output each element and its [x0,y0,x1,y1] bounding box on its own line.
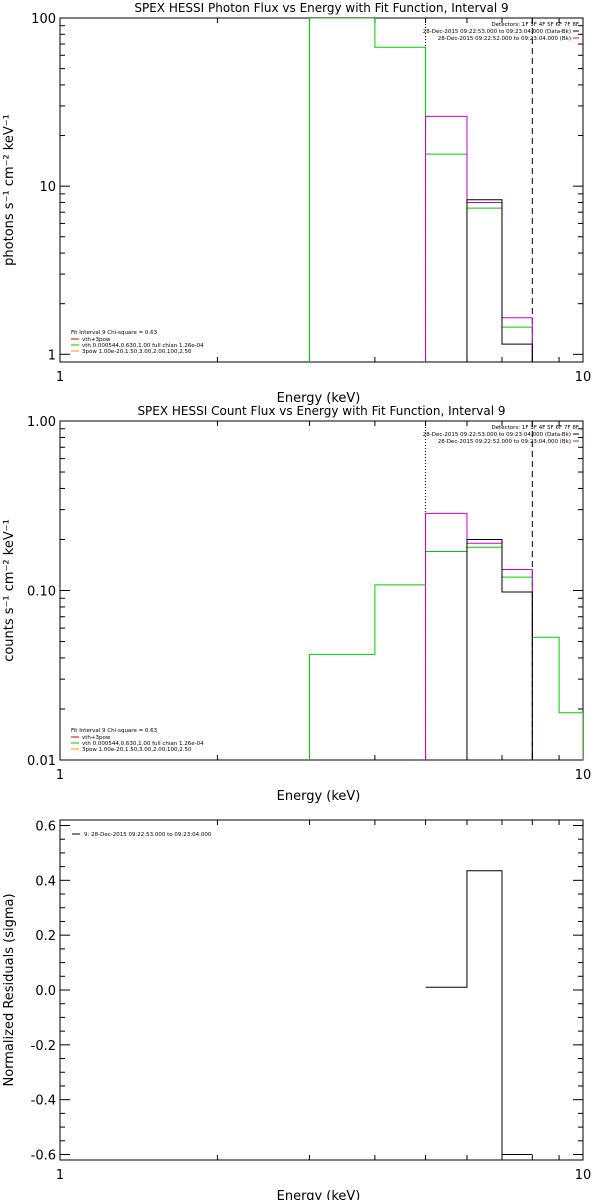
legend-bottom-entry: 3pow 1.00e-20,1.50,3.00,2.00,100,2.50 [82,349,192,355]
legend-bottom-header: Fit Interval 9 Chi-square = 0.63 [71,728,158,734]
x-axis-label: Energy (keV) [277,391,361,406]
legend-top-entry: 28-Dec-2015 09:22:52.000 to 09:23:04.000… [438,36,571,42]
series-3-line [466,199,533,362]
x-tick-label: 1 [56,768,64,783]
y-tick-label: -0.6 [31,1149,56,1164]
legend-top-entry: 28-Dec-2015 09:22:52.000 to 09:23:04.000… [438,439,571,445]
y-tick-label: 0.01 [27,754,56,769]
series-2-line [425,512,533,760]
legend-top-entry: Detectors: 1F 3F 4F 5F 6F 7F 8F [491,22,579,28]
chart-3: 1 10 Energy (keV) -0.6 -0.4 -0.2 0.0 0.2 0.4 0.6 N… [2,819,591,1200]
y-tick-label: 1 [48,348,56,363]
legend-top-entry: 9: 28-Dec-2015 09:22:53.000 to 09:23:04.… [84,832,212,838]
y-tick-label: 0.0 [35,984,56,999]
legend-bottom-entry: vth+3pow [82,337,111,343]
legend-bottom-header: Fit Interval 9 Chi-square = 0.63 [71,330,158,336]
y-tick-label: 0.4 [35,874,56,889]
y-tick-label: 0.6 [35,819,56,834]
y-axis-label: counts s⁻¹ cm⁻² keV⁻¹ [2,519,17,662]
x-tick-label: 10 [575,768,592,783]
y-tick-label: -0.4 [31,1094,56,1109]
plot-frame [59,17,584,363]
series-1-line [309,18,533,362]
legend-top-entry: 28-Dec-2015 09:22:53.000 to 09:23:04.000… [423,29,571,35]
y-tick-label: 0.2 [35,929,56,944]
series-2-line [425,115,533,362]
x-axis-label: Energy (keV) [277,1189,361,1200]
data-area [309,18,533,362]
y-tick-label: 1.00 [27,415,56,430]
y-tick-label: 100 [31,12,56,27]
chart-2: SPEX HESSI Count Flux vs Energy with Fit… [2,404,591,804]
series-1-line [309,546,583,760]
series-1-line [425,870,533,1156]
legend-top-entry: 28-Dec-2015 09:22:53.000 to 09:23:04.000… [423,432,571,438]
chart-title: SPEX HESSI Count Flux vs Energy with Fit… [137,404,505,418]
chart-title: SPEX HESSI Photon Flux vs Energy with Fi… [134,1,508,15]
legend-bottom-entry: vth 0.000544,0.630,1.00 full chian 1.26e… [82,741,204,747]
legend-top-entry: Detectors: 1F 3F 4F 5F 6F 7F 8F [491,425,579,431]
y-tick-label: 0.10 [27,585,56,600]
x-axis-label: Energy (keV) [277,789,361,804]
series-3-line [466,538,533,760]
x-tick-label: 10 [575,370,592,385]
data-area [309,512,583,760]
x-tick-label: 10 [575,1168,592,1183]
legend-bottom-entry: 3pow 1.00e-20,1.50,3.00,2.00,100,2.50 [82,747,192,753]
legend-bottom-entry: vth 0.000544,0.630,1.00 full chian 1.26e… [82,343,204,349]
data-area [425,870,533,1156]
y-axis-label: photons s⁻¹ cm⁻² keV⁻¹ [2,114,17,266]
y-axis-label: Normalized Residuals (sigma) [2,893,17,1086]
chart-1: SPEX HESSI Photon Flux vs Energy with Fi… [2,1,591,406]
y-tick-label: -0.2 [31,1039,56,1054]
x-tick-label: 1 [56,1168,64,1183]
legend-bottom-entry: vth+3pow [82,735,111,741]
plot-frame [59,819,584,1161]
x-tick-label: 1 [56,370,64,385]
y-tick-label: 10 [39,180,56,195]
plot-frame [59,420,584,761]
